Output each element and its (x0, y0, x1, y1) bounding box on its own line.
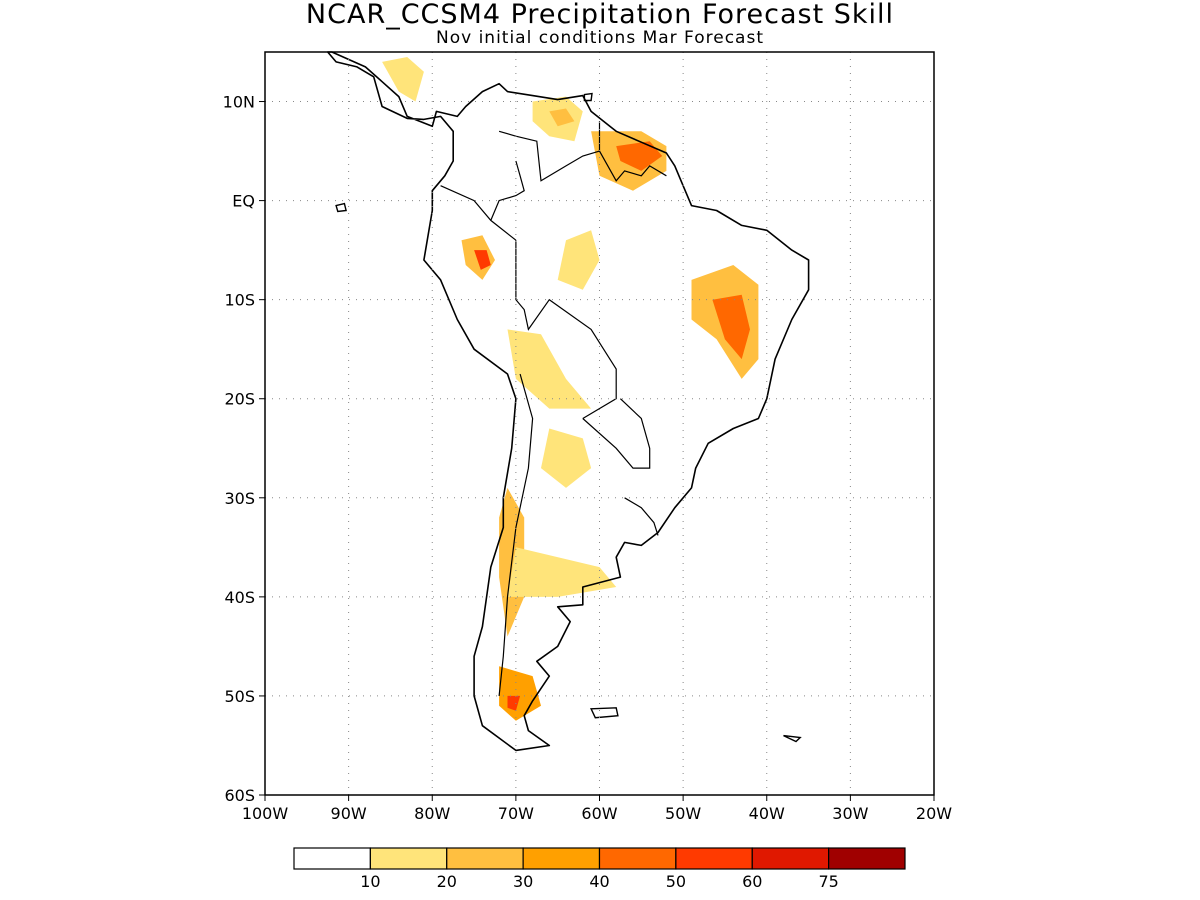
coastline-layer (326, 51, 810, 752)
lon-tick-label: 40W (749, 804, 785, 823)
chart-subtitle: Nov initial conditions Mar Forecast (435, 28, 764, 48)
island-galapagos (335, 202, 347, 213)
lat-tick-label: 40S (224, 588, 255, 607)
island-south-georgia (783, 734, 802, 743)
legend-swatch (446, 847, 524, 870)
lon-tick-label: 100W (242, 804, 289, 823)
country-border-1 (515, 240, 617, 420)
country-border-2 (498, 373, 534, 696)
skill-region-central-america (382, 57, 424, 102)
continent-coastline (326, 51, 810, 752)
legend-swatch (675, 847, 753, 870)
country-border-6 (598, 121, 667, 182)
skill-region-patagonia-south (499, 666, 541, 721)
lat-tick-label: 30S (224, 489, 255, 508)
lat-tick-label: 10N (223, 93, 255, 112)
island-falklands (590, 707, 619, 719)
skill-region-bolivia (507, 329, 592, 409)
country-border-0 (440, 185, 517, 241)
legend-swatch (522, 847, 601, 870)
chart-title: NCAR_CCSM4 Precipitation Forecast Skill (305, 0, 895, 30)
lat-tick-label: 60S (224, 786, 255, 805)
legend-label: 60 (742, 872, 762, 891)
legend-swatch (598, 847, 677, 870)
graticule-layer (265, 52, 934, 795)
lon-tick-label: 30W (832, 804, 868, 823)
skill-region-amazon (557, 230, 600, 290)
country-border-7 (490, 160, 525, 221)
lon-tick-label: 70W (498, 804, 534, 823)
legend-label: 30 (513, 872, 533, 891)
color-legend: 10 20 30 40 50 60 75 (293, 847, 906, 891)
lon-tick-label: 50W (665, 804, 701, 823)
skill-region-brazil-east-core (712, 294, 750, 360)
lat-tick-label: 20S (224, 390, 255, 409)
lon-tick-label: 80W (414, 804, 450, 823)
skill-region-paraguay-north (541, 428, 592, 488)
lon-tick-label: 60W (581, 804, 617, 823)
legend-swatch (293, 847, 371, 870)
skill-region-patagonia-core (507, 695, 521, 711)
legend-label: 10 (360, 872, 380, 891)
legend-label: 20 (437, 872, 457, 891)
country-border-4 (624, 497, 659, 536)
legend-label: 40 (589, 872, 609, 891)
legend-label: 50 (666, 872, 686, 891)
skill-region-peru-core (474, 250, 491, 270)
country-border-3 (582, 398, 651, 469)
lat-tick-label: 10S (224, 291, 255, 310)
country-border-5 (498, 130, 600, 182)
lat-tick-label: EQ (232, 192, 255, 211)
skill-region-venezuela-core (549, 108, 575, 127)
legend-label: 75 (818, 872, 838, 891)
skill-region-argentina-mid (507, 547, 617, 597)
lat-tick-label: 50S (224, 687, 255, 706)
skill-region-guianas-core (616, 141, 663, 171)
island-trinidad (583, 92, 593, 102)
lon-tick-label: 90W (331, 804, 367, 823)
lon-tick-label: 20W (916, 804, 952, 823)
legend-swatch (751, 847, 830, 870)
legend-swatch (828, 847, 906, 870)
legend-swatch (369, 847, 448, 870)
